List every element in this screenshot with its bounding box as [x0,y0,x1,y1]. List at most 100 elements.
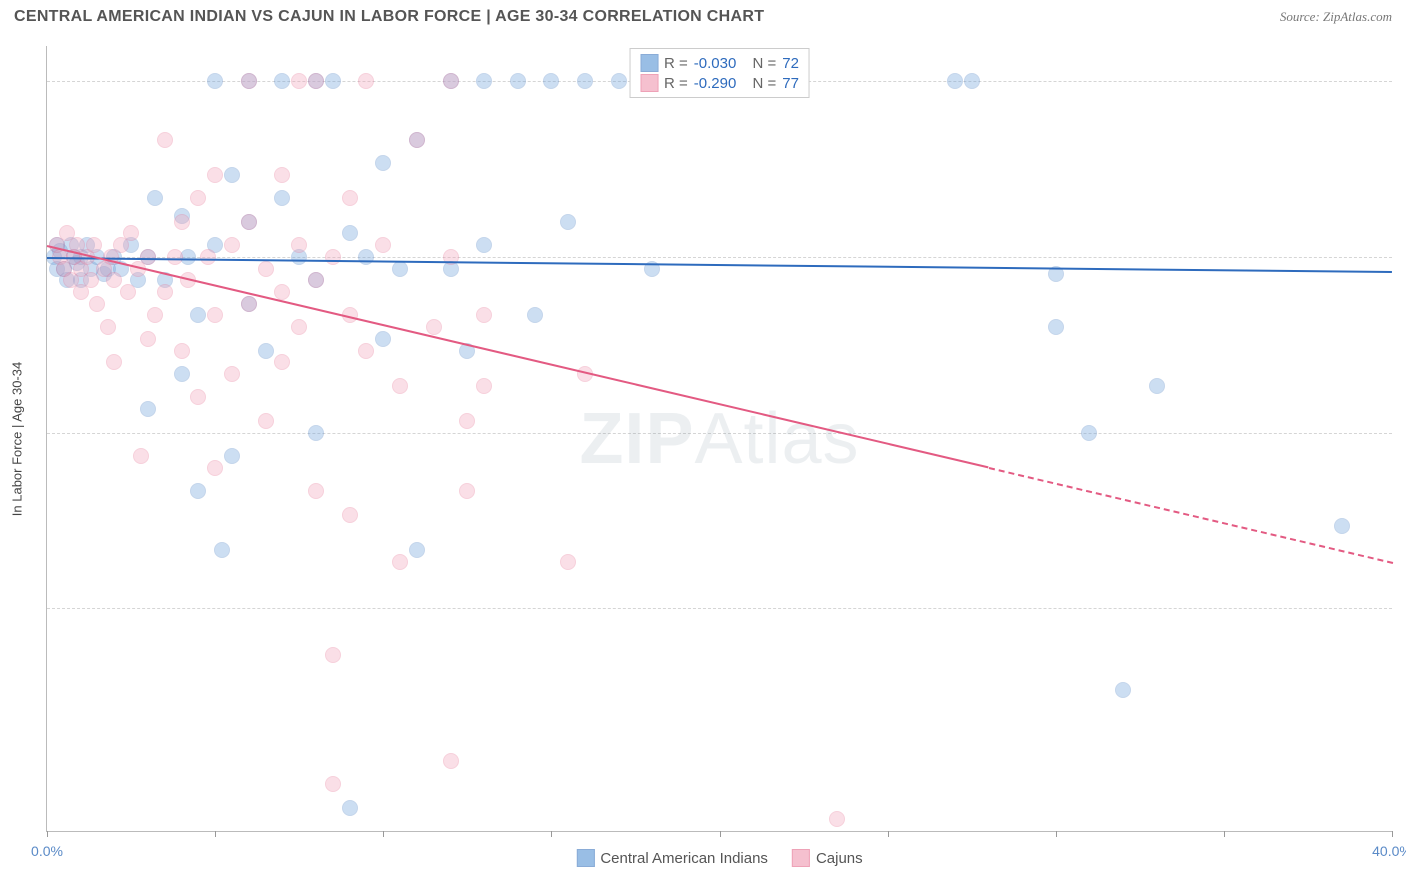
data-point [274,167,290,183]
correlation-legend: R = -0.030 N = 72 R = -0.290 N = 77 [629,48,810,98]
data-point [459,413,475,429]
x-tick [47,831,48,837]
chart-header: CENTRAL AMERICAN INDIAN VS CAJUN IN LABO… [0,0,1406,36]
data-point [358,73,374,89]
trend-line [988,467,1392,564]
data-point [291,237,307,253]
legend-item-a: Central American Indians [576,849,768,867]
data-point [308,73,324,89]
data-point [224,448,240,464]
data-point [611,73,627,89]
watermark: ZIPAtlas [579,398,859,480]
data-point [342,225,358,241]
y-axis-label: In Labor Force | Age 30-34 [10,361,25,515]
data-point [560,554,576,570]
data-point [947,73,963,89]
data-point [392,261,408,277]
data-point [560,214,576,230]
data-point [207,167,223,183]
data-point [543,73,559,89]
data-point [342,800,358,816]
legend-row-series-b: R = -0.290 N = 77 [640,73,799,93]
y-tick-label: 70.0% [1400,425,1406,441]
data-point [224,167,240,183]
data-point [100,319,116,335]
trend-line [47,245,989,468]
x-tick-label: 40.0% [1372,843,1406,859]
data-point [308,425,324,441]
data-point [829,811,845,827]
data-point [375,331,391,347]
data-point [140,401,156,417]
x-tick [720,831,721,837]
swatch-series-b [640,74,658,92]
data-point [443,73,459,89]
data-point [174,214,190,230]
data-point [476,73,492,89]
data-point [510,73,526,89]
data-point [207,460,223,476]
data-point [476,378,492,394]
series-legend: Central American Indians Cajuns [576,849,862,867]
data-point [147,190,163,206]
data-point [241,73,257,89]
gridline [47,608,1392,609]
data-point [964,73,980,89]
legend-row-series-a: R = -0.030 N = 72 [640,53,799,73]
x-tick [1056,831,1057,837]
data-point [577,73,593,89]
data-point [459,483,475,499]
swatch-series-a [640,54,658,72]
gridline [47,257,1392,258]
data-point [274,190,290,206]
r-value-a: -0.030 [694,55,737,72]
data-point [375,237,391,253]
data-point [375,155,391,171]
data-point [325,776,341,792]
data-point [258,261,274,277]
y-tick-label: 100.0% [1400,73,1406,89]
data-point [1048,319,1064,335]
data-point [1081,425,1097,441]
data-point [190,483,206,499]
data-point [274,354,290,370]
data-point [157,132,173,148]
data-point [214,542,230,558]
data-point [342,507,358,523]
x-tick [1392,831,1393,837]
data-point [86,237,102,253]
x-tick [215,831,216,837]
data-point [291,319,307,335]
n-value-a: 72 [782,55,799,72]
x-tick [1224,831,1225,837]
data-point [167,249,183,265]
data-point [241,214,257,230]
data-point [224,366,240,382]
data-point [392,378,408,394]
x-tick [888,831,889,837]
x-tick [383,831,384,837]
data-point [1334,518,1350,534]
scatter-chart: In Labor Force | Age 30-34 ZIPAtlas R = … [46,46,1392,832]
swatch-series-a-icon [576,849,594,867]
data-point [190,307,206,323]
data-point [1115,682,1131,698]
trend-line [47,257,1392,273]
data-point [207,307,223,323]
data-point [325,647,341,663]
data-point [258,343,274,359]
data-point [157,284,173,300]
y-tick-label: 85.0% [1400,249,1406,265]
data-point [358,249,374,265]
data-point [224,237,240,253]
data-point [358,343,374,359]
data-point [133,448,149,464]
data-point [190,190,206,206]
data-point [140,249,156,265]
data-point [409,132,425,148]
data-point [241,296,257,312]
data-point [147,307,163,323]
data-point [308,483,324,499]
data-point [325,249,341,265]
data-point [476,307,492,323]
